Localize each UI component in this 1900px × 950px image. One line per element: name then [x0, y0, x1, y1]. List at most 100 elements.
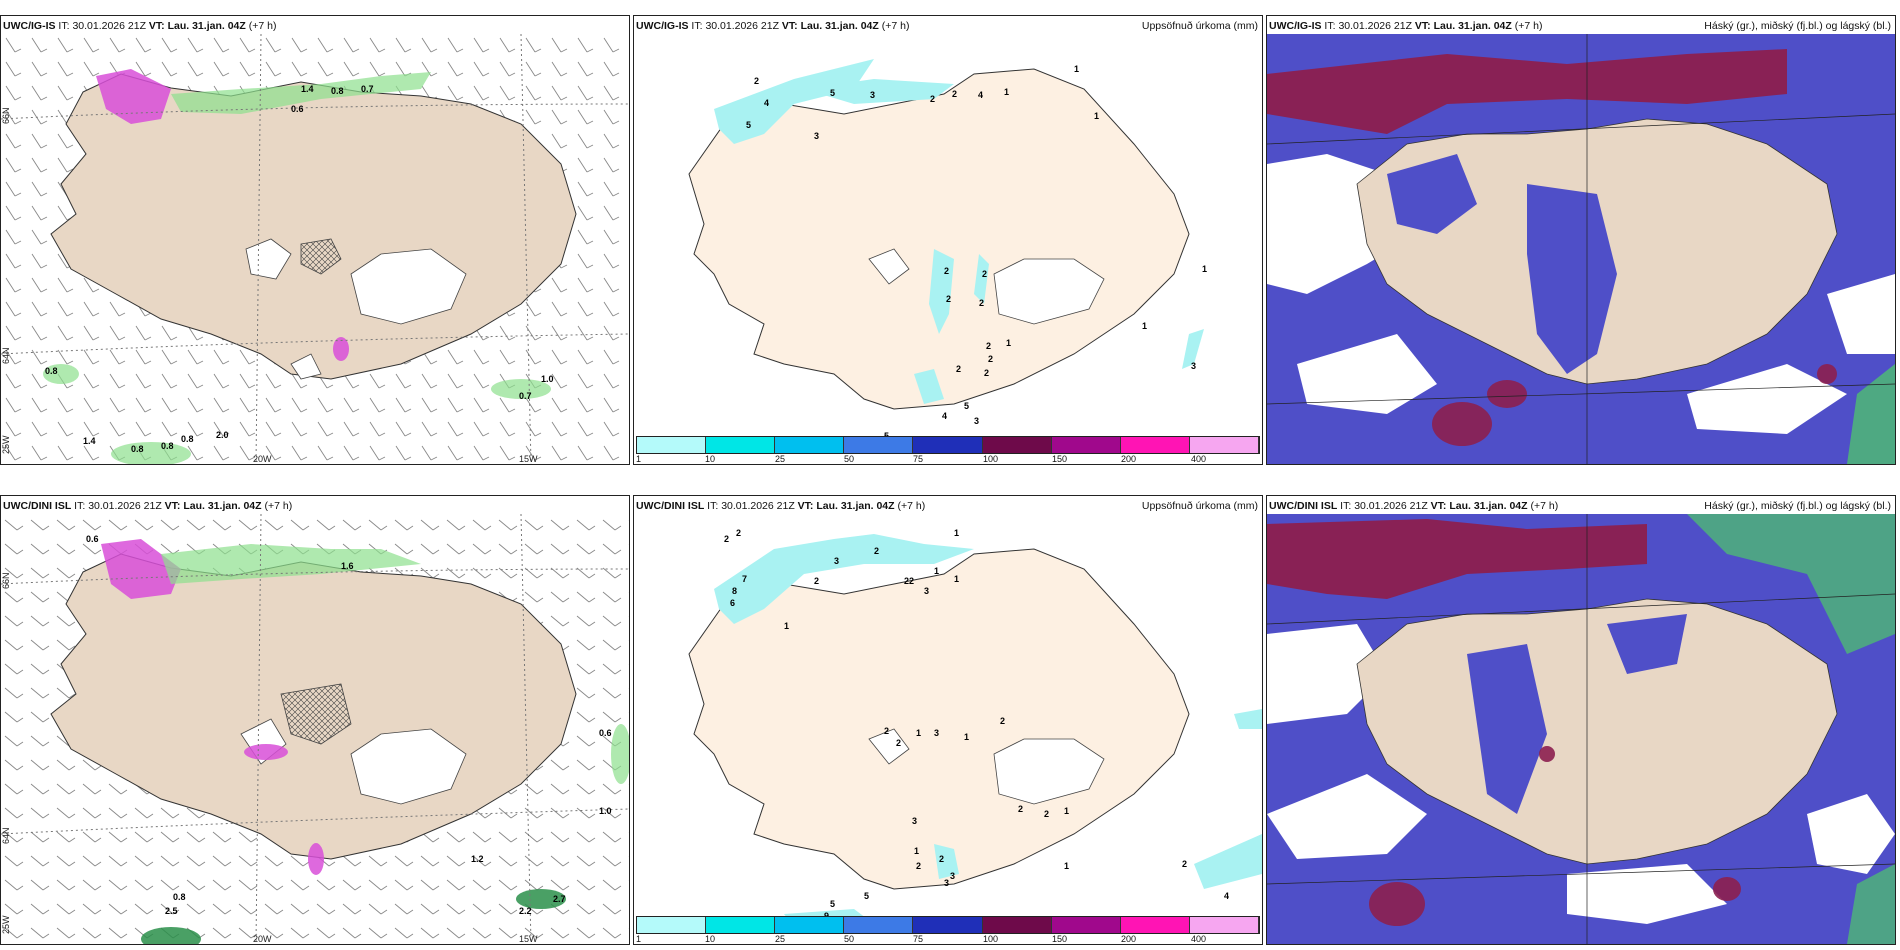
- snow-patch: [333, 337, 349, 361]
- svg-text:2: 2: [952, 89, 957, 99]
- svg-text:2: 2: [896, 738, 901, 748]
- svg-text:2: 2: [979, 298, 984, 308]
- glacier: [993, 258, 1105, 325]
- green-patch: [111, 442, 191, 464]
- legend-swatch: [1051, 437, 1121, 453]
- svg-text:6: 6: [730, 598, 735, 608]
- svg-text:1: 1: [916, 728, 921, 738]
- svg-text:2: 2: [944, 266, 949, 276]
- precip-east: [1234, 709, 1262, 729]
- precip-north: [714, 59, 874, 144]
- svg-text:1: 1: [1202, 264, 1207, 274]
- precip-central-2: [974, 254, 989, 304]
- svg-text:1: 1: [1064, 861, 1069, 871]
- value-label: 1.4: [83, 436, 96, 446]
- panel-title-right: Háský (gr.), miðský (fj.bl.) og lágský (…: [1704, 20, 1891, 32]
- panel-header: UWC/DINI ISL IT: 30.01.2026 21Z VT: Lau.…: [636, 500, 926, 512]
- panel-ig-wind: UWC/IG-IS IT: 30.01.2026 21Z VT: Lau. 31…: [0, 15, 630, 465]
- value-label: 1.6: [341, 561, 354, 571]
- svg-text:2: 2: [956, 364, 961, 374]
- precip-south: [914, 369, 944, 404]
- map-precipitation[interactable]: 2 2 1 5 3 2 2 4 1 1 4 5 3 2 2 2 2 1 2 2 …: [634, 34, 1262, 464]
- svg-text:1: 1: [954, 574, 959, 584]
- svg-text:2: 2: [1182, 859, 1187, 869]
- svg-text:2: 2: [946, 294, 951, 304]
- svg-text:2: 2: [724, 534, 729, 544]
- mid-cloud-patch: [1487, 380, 1527, 408]
- legend-swatch: [1120, 437, 1190, 453]
- svg-text:64N: 64N: [1, 827, 11, 844]
- legend-swatch: [706, 917, 776, 933]
- glacier-hofsjokull: [300, 238, 342, 275]
- svg-text:5: 5: [830, 88, 835, 98]
- svg-text:20W: 20W: [253, 454, 272, 464]
- map-clouds[interactable]: [1267, 514, 1895, 944]
- svg-text:1: 1: [1094, 111, 1099, 121]
- svg-text:2: 2: [1018, 804, 1023, 814]
- legend-swatch: [1189, 917, 1259, 933]
- value-label: 0.7: [361, 84, 374, 94]
- svg-text:5: 5: [864, 891, 869, 901]
- value-label: 1.0: [599, 806, 612, 816]
- svg-text:2: 2: [916, 861, 921, 871]
- value-label: 1.2: [471, 854, 484, 864]
- legend-swatch: [637, 917, 707, 933]
- map-wind-snow[interactable]: 66N 64N 25W 20W 15W 1.4 0.8 0.7 0.6 0.8 …: [1, 34, 629, 464]
- panel-title-right: Uppsöfnuð úrkoma (mm): [1141, 500, 1258, 512]
- panel-header: UWC/IG-IS IT: 30.01.2026 21Z VT: Lau. 31…: [636, 20, 910, 32]
- panel-header: UWC/IG-IS IT: 30.01.2026 21Z VT: Lau. 31…: [3, 20, 277, 32]
- map-wind-snow[interactable]: 66N 64N 25W 20W 15W 0.6 1.6 0.6 1.0 1.2 …: [1, 514, 629, 944]
- legend-swatch: [775, 917, 845, 933]
- svg-text:66N: 66N: [1, 107, 11, 124]
- svg-text:3: 3: [934, 728, 939, 738]
- panel-ig-clouds: UWC/IG-IS IT: 30.01.2026 21Z VT: Lau. 31…: [1266, 15, 1896, 465]
- svg-text:1: 1: [1006, 338, 1011, 348]
- svg-text:7: 7: [742, 574, 747, 584]
- mid-cloud-patch: [1432, 402, 1492, 446]
- map-clouds[interactable]: [1267, 34, 1895, 464]
- green-north: [161, 544, 421, 584]
- high-cloud-east: [1847, 364, 1895, 464]
- svg-text:4: 4: [1224, 891, 1229, 901]
- svg-text:3: 3: [974, 416, 979, 426]
- panel-ig-precip: UWC/IG-IS IT: 30.01.2026 21Z VT: Lau. 31…: [633, 15, 1263, 465]
- low-cloud-over-land: [1387, 154, 1477, 234]
- value-label: 0.6: [599, 728, 612, 738]
- glacier: [350, 728, 467, 805]
- panel-dini-wind: UWC/DINI ISL IT: 30.01.2026 21Z VT: Lau.…: [0, 495, 630, 945]
- glacier: [868, 248, 910, 285]
- legend-swatch: [706, 437, 776, 453]
- low-cloud-over-land: [1527, 184, 1617, 374]
- glacier-myrdalsjokull: [290, 353, 322, 380]
- svg-text:1: 1: [1074, 64, 1079, 74]
- svg-text:25W: 25W: [1, 435, 11, 454]
- svg-text:1: 1: [784, 621, 789, 631]
- svg-text:2: 2: [984, 368, 989, 378]
- svg-text:1: 1: [934, 566, 939, 576]
- value-label: 0.8: [161, 441, 174, 451]
- svg-text:1: 1: [1004, 87, 1009, 97]
- panel-dini-clouds: UWC/DINI ISL IT: 30.01.2026 21Z VT: Lau.…: [1266, 495, 1896, 945]
- value-label: 1.0: [541, 374, 554, 384]
- precip-north: [714, 534, 974, 624]
- svg-text:5: 5: [964, 401, 969, 411]
- clear-area: [1687, 364, 1847, 434]
- value-label: 0.8: [45, 366, 58, 376]
- svg-text:1: 1: [914, 846, 919, 856]
- value-label: 2.5: [165, 906, 178, 916]
- legend-swatch: [1120, 917, 1190, 933]
- value-label: 0.6: [86, 534, 99, 544]
- mid-cloud-patch: [1713, 877, 1741, 901]
- svg-text:2: 2: [1000, 716, 1005, 726]
- map-precipitation[interactable]: 2 2 3 2 2 2 1 7 8 6 1 2 3 1 1 2 2 1 3 1 …: [634, 514, 1262, 944]
- snow-patch: [308, 843, 324, 875]
- svg-text:2: 2: [814, 576, 819, 586]
- precip-north-2: [804, 79, 954, 104]
- panel-dini-precip: UWC/DINI ISL IT: 30.01.2026 21Z VT: Lau.…: [633, 495, 1263, 945]
- svg-text:3: 3: [912, 816, 917, 826]
- green-north: [171, 72, 431, 114]
- green-patch: [43, 364, 79, 384]
- clear-area: [1567, 864, 1727, 924]
- legend-swatch: [1189, 437, 1259, 453]
- legend-swatch: [982, 437, 1052, 453]
